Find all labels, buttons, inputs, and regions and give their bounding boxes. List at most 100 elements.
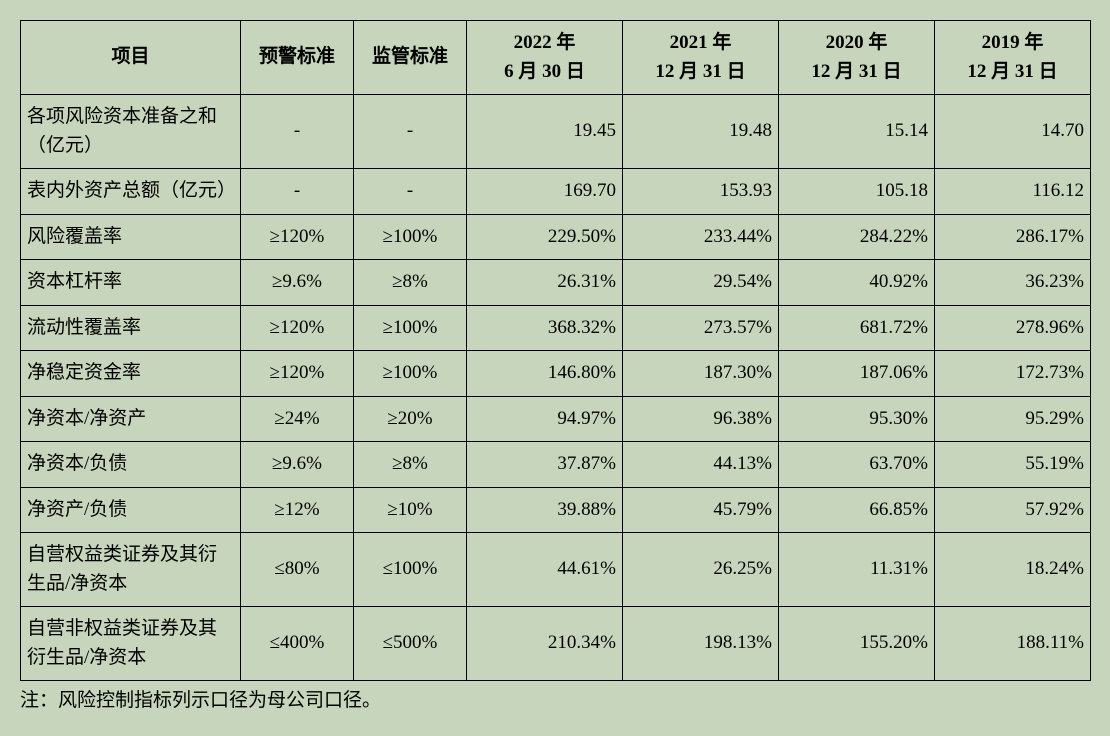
- cell-item: 净资产/负债: [21, 487, 241, 533]
- cell-value: 39.88%: [467, 487, 623, 533]
- cell-item: 自营权益类证券及其衍生品/净资本: [21, 533, 241, 607]
- cell-warning-standard: ≥9.6%: [241, 260, 354, 306]
- header-regulatory-standard: 监管标准: [354, 21, 467, 95]
- cell-value: 368.32%: [467, 305, 623, 351]
- cell-value: 116.12: [935, 169, 1091, 215]
- table-row: 净资本/负债≥9.6%≥8%37.87%44.13%63.70%55.19%: [21, 442, 1091, 488]
- cell-value: 155.20%: [779, 607, 935, 681]
- cell-value: 273.57%: [623, 305, 779, 351]
- cell-value: 19.48: [623, 95, 779, 169]
- cell-value: 29.54%: [623, 260, 779, 306]
- cell-value: 18.24%: [935, 533, 1091, 607]
- table-row: 各项风险资本准备之和（亿元）--19.4519.4815.1414.70: [21, 95, 1091, 169]
- header-date-0-line2: 6 月 30 日: [473, 58, 616, 87]
- cell-value: 96.38%: [623, 396, 779, 442]
- header-date-2-line2: 12 月 31 日: [785, 58, 928, 87]
- cell-warning-standard: ≥120%: [241, 305, 354, 351]
- cell-warning-standard: ≥24%: [241, 396, 354, 442]
- cell-value: 198.13%: [623, 607, 779, 681]
- header-date-3: 2019 年 12 月 31 日: [935, 21, 1091, 95]
- table-row: 净资产/负债≥12%≥10%39.88%45.79%66.85%57.92%: [21, 487, 1091, 533]
- cell-regulatory-standard: ≤500%: [354, 607, 467, 681]
- cell-value: 188.11%: [935, 607, 1091, 681]
- cell-value: 40.92%: [779, 260, 935, 306]
- cell-warning-standard: ≤400%: [241, 607, 354, 681]
- cell-item: 流动性覆盖率: [21, 305, 241, 351]
- table-row: 自营非权益类证券及其衍生品/净资本≤400%≤500%210.34%198.13…: [21, 607, 1091, 681]
- cell-value: 681.72%: [779, 305, 935, 351]
- cell-regulatory-standard: ≥8%: [354, 260, 467, 306]
- table-row: 自营权益类证券及其衍生品/净资本≤80%≤100%44.61%26.25%11.…: [21, 533, 1091, 607]
- cell-value: 105.18: [779, 169, 935, 215]
- cell-value: 95.30%: [779, 396, 935, 442]
- cell-warning-standard: -: [241, 95, 354, 169]
- cell-item: 净资本/负债: [21, 442, 241, 488]
- cell-value: 172.73%: [935, 351, 1091, 397]
- cell-value: 26.31%: [467, 260, 623, 306]
- cell-value: 44.61%: [467, 533, 623, 607]
- cell-warning-standard: ≥120%: [241, 214, 354, 260]
- header-warning-standard: 预警标准: [241, 21, 354, 95]
- header-date-2: 2020 年 12 月 31 日: [779, 21, 935, 95]
- cell-value: 44.13%: [623, 442, 779, 488]
- cell-regulatory-standard: -: [354, 95, 467, 169]
- cell-value: 94.97%: [467, 396, 623, 442]
- cell-value: 229.50%: [467, 214, 623, 260]
- table-row: 净稳定资金率≥120%≥100%146.80%187.30%187.06%172…: [21, 351, 1091, 397]
- cell-regulatory-standard: ≥8%: [354, 442, 467, 488]
- header-date-2-line1: 2020 年: [785, 29, 928, 58]
- header-date-1-line1: 2021 年: [629, 29, 772, 58]
- cell-item: 净资本/净资产: [21, 396, 241, 442]
- cell-item: 各项风险资本准备之和（亿元）: [21, 95, 241, 169]
- risk-indicators-table: 项目 预警标准 监管标准 2022 年 6 月 30 日 2021 年 12 月…: [20, 20, 1091, 681]
- cell-warning-standard: ≤80%: [241, 533, 354, 607]
- cell-warning-standard: ≥120%: [241, 351, 354, 397]
- table-footnote: 注：风险控制指标列示口径为母公司口径。: [20, 685, 1090, 712]
- table-row: 资本杠杆率≥9.6%≥8%26.31%29.54%40.92%36.23%: [21, 260, 1091, 306]
- table-row: 表内外资产总额（亿元）--169.70153.93105.18116.12: [21, 169, 1091, 215]
- cell-value: 153.93: [623, 169, 779, 215]
- cell-value: 66.85%: [779, 487, 935, 533]
- table-row: 流动性覆盖率≥120%≥100%368.32%273.57%681.72%278…: [21, 305, 1091, 351]
- cell-value: 169.70: [467, 169, 623, 215]
- cell-value: 55.19%: [935, 442, 1091, 488]
- table-row: 净资本/净资产≥24%≥20%94.97%96.38%95.30%95.29%: [21, 396, 1091, 442]
- cell-warning-standard: ≥12%: [241, 487, 354, 533]
- cell-value: 37.87%: [467, 442, 623, 488]
- cell-warning-standard: -: [241, 169, 354, 215]
- cell-warning-standard: ≥9.6%: [241, 442, 354, 488]
- cell-value: 14.70: [935, 95, 1091, 169]
- cell-value: 45.79%: [623, 487, 779, 533]
- cell-value: 286.17%: [935, 214, 1091, 260]
- cell-value: 11.31%: [779, 533, 935, 607]
- cell-value: 146.80%: [467, 351, 623, 397]
- header-date-1: 2021 年 12 月 31 日: [623, 21, 779, 95]
- cell-value: 187.30%: [623, 351, 779, 397]
- table-header-row: 项目 预警标准 监管标准 2022 年 6 月 30 日 2021 年 12 月…: [21, 21, 1091, 95]
- header-date-0-line1: 2022 年: [473, 29, 616, 58]
- cell-value: 278.96%: [935, 305, 1091, 351]
- cell-value: 210.34%: [467, 607, 623, 681]
- cell-regulatory-standard: ≤100%: [354, 533, 467, 607]
- cell-value: 15.14: [779, 95, 935, 169]
- cell-value: 36.23%: [935, 260, 1091, 306]
- cell-regulatory-standard: -: [354, 169, 467, 215]
- cell-item: 净稳定资金率: [21, 351, 241, 397]
- cell-regulatory-standard: ≥20%: [354, 396, 467, 442]
- cell-regulatory-standard: ≥100%: [354, 351, 467, 397]
- header-date-1-line2: 12 月 31 日: [629, 58, 772, 87]
- cell-value: 284.22%: [779, 214, 935, 260]
- cell-regulatory-standard: ≥10%: [354, 487, 467, 533]
- cell-value: 19.45: [467, 95, 623, 169]
- cell-value: 57.92%: [935, 487, 1091, 533]
- cell-item: 表内外资产总额（亿元）: [21, 169, 241, 215]
- cell-value: 233.44%: [623, 214, 779, 260]
- cell-regulatory-standard: ≥100%: [354, 214, 467, 260]
- header-date-3-line2: 12 月 31 日: [941, 58, 1084, 87]
- cell-item: 自营非权益类证券及其衍生品/净资本: [21, 607, 241, 681]
- header-item: 项目: [21, 21, 241, 95]
- cell-item: 资本杠杆率: [21, 260, 241, 306]
- table-body: 各项风险资本准备之和（亿元）--19.4519.4815.1414.70表内外资…: [21, 95, 1091, 681]
- cell-regulatory-standard: ≥100%: [354, 305, 467, 351]
- cell-value: 63.70%: [779, 442, 935, 488]
